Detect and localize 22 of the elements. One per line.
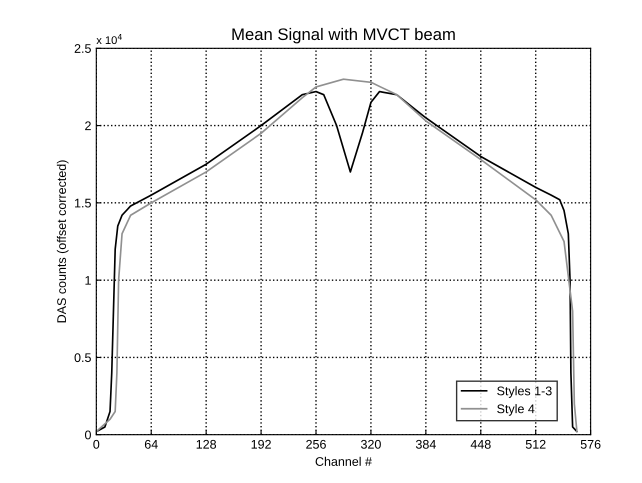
y-tick-label: 0 [84,430,91,440]
y-axis-title: DAS counts (offset corrected) [56,160,68,322]
text: x 10$^{4}$ [96,34,122,44]
chart-title: Mean Signal with MVCT beam [232,28,455,44]
y-tick-label: 2 [85,121,91,130]
y-tick-label: 2.5 [74,44,91,53]
x-tick-label: 448 [470,440,491,449]
x-tick-label: 192 [252,440,271,449]
y-tick-label: 0.5 [74,353,91,362]
x-tick-label: 320 [360,440,381,449]
legend-label: Styles 1-3 [497,386,552,398]
legend-label: Style 4 [497,404,534,416]
x-tick-label: 512 [526,440,546,449]
x-tick-label: 576 [580,440,601,449]
x-axis-title: Channel # [316,456,372,466]
x-tick-label: 256 [306,440,326,449]
x-tick-label: 128 [196,440,216,449]
y-tick-label: 1.5 [75,198,91,208]
y-tick-label: 1 [85,276,91,285]
x-tick-label: 0 [93,440,100,449]
x-tick-label: 64 [144,440,158,449]
x-tick-label: 384 [416,440,436,449]
